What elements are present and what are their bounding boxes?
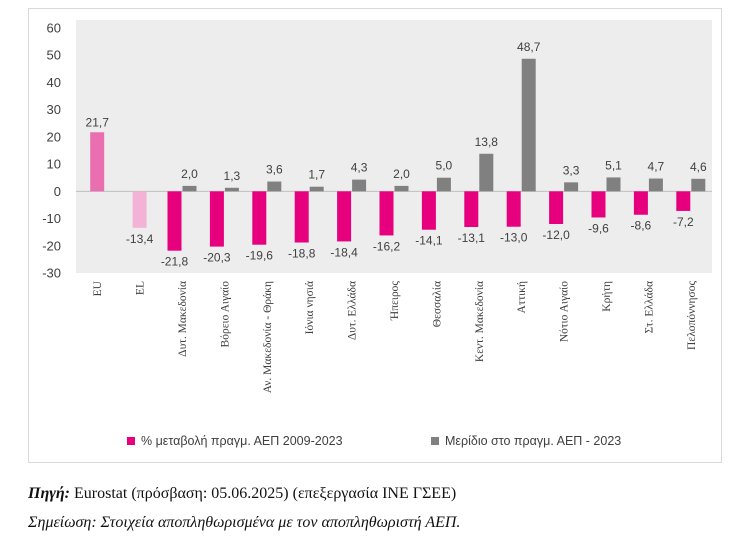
y-tick-label: 60 bbox=[47, 21, 61, 36]
note-line: Σημείωση: Στοιχεία αποπληθωρισμένα με το… bbox=[28, 514, 461, 531]
bar-series-2 bbox=[224, 187, 239, 192]
x-category-label: Δυτ. Ελλάδα bbox=[347, 281, 359, 340]
bar-series-2 bbox=[648, 178, 663, 192]
bar-series-2 bbox=[521, 58, 536, 192]
y-tick-label: -20 bbox=[42, 238, 61, 253]
bar-series-2 bbox=[352, 179, 367, 192]
x-category-label: EL bbox=[135, 281, 147, 295]
data-label-series-1: -19,6 bbox=[246, 249, 274, 263]
bar-series-2 bbox=[691, 178, 706, 192]
bar-series-1 bbox=[90, 132, 105, 192]
legend-swatch-pink bbox=[127, 437, 135, 445]
x-category-label: Ιόνια νησιά bbox=[304, 281, 316, 334]
x-category-label: Κεντ. Μακεδονία bbox=[474, 281, 486, 362]
bar-series-2 bbox=[309, 186, 324, 192]
data-label-series-1: -14,1 bbox=[415, 234, 443, 248]
bar-series-1 bbox=[167, 191, 182, 251]
bar-series-1 bbox=[464, 191, 479, 227]
x-category-label: Βόρειο Αιγαίο bbox=[219, 281, 231, 348]
data-label-series-2: 1,3 bbox=[224, 169, 241, 183]
bar-series-1 bbox=[252, 191, 267, 245]
data-label-series-2: 48,7 bbox=[517, 40, 541, 54]
x-category-label: EU bbox=[92, 280, 104, 296]
data-label-series-1: -13,1 bbox=[458, 231, 486, 245]
data-label-series-1: -18,4 bbox=[330, 245, 358, 259]
bar-series-1 bbox=[676, 191, 691, 211]
data-label-series-1: -18,8 bbox=[288, 247, 316, 261]
bar-series-1 bbox=[591, 191, 606, 218]
bar-series-2 bbox=[267, 181, 282, 192]
x-category-label: Στ. Ελλάδα bbox=[643, 281, 655, 334]
x-category-label: Νότιο Αιγαίο bbox=[559, 281, 571, 342]
x-category-label: Πελοπόννησος bbox=[686, 281, 698, 350]
bar-series-2 bbox=[606, 177, 621, 192]
y-tick-label: 30 bbox=[47, 102, 61, 117]
data-label-series-1: -13,0 bbox=[500, 231, 528, 245]
data-label-series-1: -8,6 bbox=[631, 219, 652, 233]
plot-area bbox=[76, 20, 712, 273]
legend-label-series-1: % μεταβολή πραγμ. ΑΕΠ 2009-2023 bbox=[141, 434, 343, 448]
y-tick-label: 10 bbox=[47, 157, 61, 172]
x-category-label: Αν. Μακεδονία - Θράκη bbox=[262, 281, 274, 393]
legend-item-series-2: Μερίδιο στο πραγμ. ΑΕΠ - 2023 bbox=[431, 434, 621, 448]
data-label-series-2: 2,0 bbox=[393, 167, 410, 181]
y-tick-label: 0 bbox=[54, 184, 61, 199]
bar-series-1 bbox=[337, 191, 352, 242]
data-label-series-1: -12,0 bbox=[542, 228, 570, 242]
bar-series-1 bbox=[633, 191, 648, 215]
legend-label-series-2: Μερίδιο στο πραγμ. ΑΕΠ - 2023 bbox=[445, 434, 622, 448]
bar-series-2 bbox=[394, 185, 409, 192]
data-label-series-1: -16,2 bbox=[373, 239, 401, 253]
bar-series-2 bbox=[564, 182, 579, 192]
y-tick-label: 40 bbox=[47, 75, 61, 90]
data-label-series-1: -13,4 bbox=[126, 232, 154, 246]
x-category-label: Δυτ. Μακεδονία bbox=[177, 281, 189, 357]
data-label-series-1: -21,8 bbox=[161, 255, 189, 269]
bar-series-1 bbox=[294, 191, 309, 243]
legend-item-series-1: % μεταβολή πραγμ. ΑΕΠ 2009-2023 bbox=[127, 434, 343, 448]
data-label-series-2: 3,6 bbox=[266, 163, 283, 177]
data-label-series-2: 4,3 bbox=[351, 161, 368, 175]
x-category-label: Θεσσαλία bbox=[431, 281, 443, 327]
y-tick-label: 50 bbox=[47, 48, 61, 63]
bar-series-1 bbox=[132, 191, 147, 228]
bar-series-2 bbox=[436, 177, 451, 192]
source-label: Πηγή: bbox=[28, 485, 70, 502]
chart-frame: -30 -20 -10 0 10 20 30 40 50 60 21,7 EU -13,4 EL -21,8… bbox=[28, 8, 722, 463]
bar-series-1 bbox=[506, 191, 521, 227]
bar-series-1 bbox=[421, 191, 436, 230]
data-label-series-2: 4,6 bbox=[690, 160, 707, 174]
data-label-series-2: 2,0 bbox=[181, 167, 198, 181]
data-label-series-2: 5,1 bbox=[605, 158, 622, 172]
source-line: Πηγή: Eurostat (πρόσβαση: 05.06.2025) (ε… bbox=[28, 485, 456, 503]
data-label-series-1: -20,3 bbox=[203, 251, 231, 265]
source-text: Eurostat (πρόσβαση: 05.06.2025) (επεξεργ… bbox=[70, 485, 457, 502]
y-tick-label: -10 bbox=[42, 211, 61, 226]
bar-series-2 bbox=[479, 153, 494, 192]
bar-series-1 bbox=[379, 191, 394, 236]
x-category-label: Ήπειρος bbox=[389, 281, 401, 322]
data-label-series-1: 21,7 bbox=[86, 115, 110, 129]
legend-swatch-grey bbox=[431, 437, 439, 445]
data-label-series-2: 5,0 bbox=[436, 159, 453, 173]
data-label-series-2: 3,3 bbox=[563, 163, 580, 177]
data-label-series-2: 13,8 bbox=[475, 135, 499, 149]
data-label-series-1: -9,6 bbox=[588, 221, 609, 235]
data-label-series-2: 4,7 bbox=[648, 160, 665, 174]
bar-chart: -30 -20 -10 0 10 20 30 40 50 60 21,7 EU -13,4 EL -21,8… bbox=[42, 20, 712, 393]
x-category-label: Αττική bbox=[516, 281, 528, 313]
x-category-label: Κρήτη bbox=[601, 281, 613, 312]
data-label-series-2: 1,7 bbox=[308, 168, 325, 182]
y-tick-label: -30 bbox=[42, 266, 61, 281]
bar-series-2 bbox=[182, 185, 197, 192]
bar-series-1 bbox=[549, 191, 564, 224]
bar-series-1 bbox=[209, 191, 224, 247]
data-label-series-1: -7,2 bbox=[673, 215, 694, 229]
y-tick-label: 20 bbox=[47, 129, 61, 144]
